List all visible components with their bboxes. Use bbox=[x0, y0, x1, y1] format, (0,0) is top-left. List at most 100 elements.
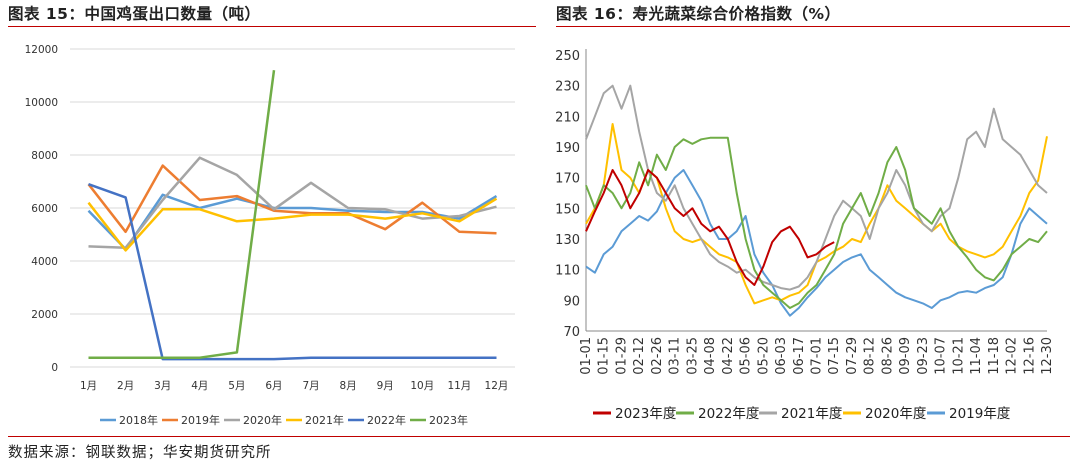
legend-item-2020: 2020年度 bbox=[843, 406, 926, 422]
series-line-2019 bbox=[87, 164, 497, 235]
y-tick-label: 150 bbox=[555, 202, 580, 217]
legend-item-2019: 2019年 bbox=[162, 413, 220, 427]
y-tick-label: 210 bbox=[555, 110, 580, 125]
right-title-rule bbox=[556, 26, 1070, 27]
x-tick-label: 07-15 bbox=[827, 337, 842, 375]
x-tick-label: 1月 bbox=[80, 380, 97, 392]
x-tick-label: 12-30 bbox=[1040, 337, 1055, 375]
legend-item-2022: 2022年度 bbox=[676, 406, 759, 422]
x-tick-label: 10-07 bbox=[934, 337, 949, 375]
y-tick-label: 6000 bbox=[31, 203, 58, 215]
series-line-2023 bbox=[585, 169, 835, 286]
x-tick-label: 12-02 bbox=[1005, 337, 1020, 375]
x-tick-label: 03-11 bbox=[668, 337, 683, 375]
legend-label: 2018年 bbox=[119, 413, 158, 427]
series-line-2021 bbox=[87, 197, 498, 252]
legend-item-2021: 2021年 bbox=[286, 413, 344, 427]
series-line-2023 bbox=[88, 70, 276, 359]
legend-label: 2021年 bbox=[305, 413, 344, 427]
x-tick-label: 7月 bbox=[302, 380, 319, 392]
footer-rule bbox=[8, 436, 1070, 437]
y-tick-label: 12000 bbox=[25, 44, 58, 56]
legend-label: 2021年度 bbox=[781, 406, 842, 422]
x-tick-label: 12月 bbox=[485, 380, 509, 392]
left-chart-title: 图表 15：中国鸡蛋出口数量（吨） bbox=[8, 5, 261, 23]
series-line-2018 bbox=[87, 193, 498, 251]
x-tick-label: 05-06 bbox=[739, 337, 754, 375]
y-tick-label: 4000 bbox=[31, 256, 58, 268]
x-axis-ticks: 01-01 01-15 01-29 02-12 02-26 03-11 03-25 04-08… bbox=[579, 337, 1055, 375]
legend-item-2022: 2022年 bbox=[348, 413, 406, 427]
legend-item-2023: 2023年 bbox=[410, 413, 468, 427]
x-tick-label: 12-16 bbox=[1022, 337, 1037, 375]
x-tick-label: 03-25 bbox=[685, 337, 700, 375]
x-tick-label: 5月 bbox=[228, 380, 245, 392]
y-tick-label: 8000 bbox=[31, 150, 58, 162]
x-tick-label: 10月 bbox=[410, 380, 434, 392]
series-line-2021 bbox=[585, 84, 1048, 291]
source-note: 数据来源：钢联数据；华安期货研究所 bbox=[8, 445, 272, 461]
y-axis-ticks: 0 2000 4000 6000 8000 10000 12000 bbox=[25, 44, 58, 374]
y-tick-label: 250 bbox=[555, 49, 580, 64]
legend-label: 2022年度 bbox=[698, 406, 759, 422]
legend-label: 2020年 bbox=[243, 413, 282, 427]
egg-export-chart: 0 2000 4000 6000 8000 10000 12000 1月 2月 3月 4月 5月 6月… bbox=[25, 44, 515, 427]
y-tick-label: 190 bbox=[555, 141, 580, 156]
x-tick-label: 08-12 bbox=[863, 337, 878, 375]
x-tick-label: 11-18 bbox=[987, 337, 1002, 375]
legend-label: 2023年 bbox=[429, 413, 468, 427]
legend-item-2020: 2020年 bbox=[224, 413, 282, 427]
y-tick-label: 110 bbox=[555, 264, 580, 279]
axes bbox=[585, 49, 1047, 332]
x-tick-label: 02-12 bbox=[632, 337, 647, 375]
legend-label: 2023年度 bbox=[615, 406, 676, 422]
series-line-2020 bbox=[88, 156, 497, 250]
y-tick-label: 2000 bbox=[31, 309, 58, 321]
legend: 2023年度 2022年度 2021年度 2020年度 2019年度 bbox=[593, 406, 1010, 422]
x-tick-label: 01-15 bbox=[597, 337, 612, 375]
x-tick-label: 04-08 bbox=[703, 337, 718, 375]
legend: 2018年 2019年 2020年 2021年 2022年 2023年 bbox=[100, 413, 468, 427]
x-tick-label: 08-26 bbox=[880, 337, 895, 375]
y-axis-ticks: 70 90 110 130 150 170 190 210 230 250 bbox=[555, 49, 580, 340]
x-tick-label: 07-01 bbox=[810, 337, 825, 375]
grid-lines bbox=[70, 48, 515, 368]
x-tick-label: 6月 bbox=[265, 380, 282, 392]
x-tick-label: 9月 bbox=[377, 380, 394, 392]
x-tick-label: 06-17 bbox=[792, 337, 807, 375]
legend-item-2023: 2023年度 bbox=[593, 406, 676, 422]
x-tick-label: 01-29 bbox=[614, 337, 629, 375]
x-tick-label: 09-23 bbox=[916, 337, 931, 375]
x-tick-label: 05-20 bbox=[756, 337, 771, 375]
right-chart-title: 图表 16：寿光蔬菜综合价格指数（%） bbox=[556, 5, 841, 23]
x-tick-label: 04-22 bbox=[721, 337, 736, 375]
series-line-2019 bbox=[585, 169, 1048, 317]
y-tick-label: 170 bbox=[555, 172, 580, 187]
y-tick-label: 10000 bbox=[25, 97, 58, 109]
x-axis-ticks: 1月 2月 3月 4月 5月 6月 7月 8月 9月 10月 11月 12月 bbox=[80, 380, 508, 392]
legend-label: 2019年度 bbox=[949, 406, 1010, 422]
series-line-2022 bbox=[88, 183, 497, 361]
x-tick-label: 07-29 bbox=[845, 337, 860, 375]
y-tick-label: 130 bbox=[555, 233, 580, 248]
left-title-rule bbox=[8, 26, 536, 27]
x-tick-label: 8月 bbox=[340, 380, 357, 392]
x-tick-label: 11-04 bbox=[969, 337, 984, 375]
x-tick-label: 3月 bbox=[154, 380, 171, 392]
legend-label: 2019年 bbox=[181, 413, 220, 427]
y-tick-label: 0 bbox=[51, 362, 58, 374]
series-lines bbox=[585, 84, 1048, 317]
y-tick-label: 230 bbox=[555, 80, 580, 95]
series-line-2022 bbox=[585, 136, 1048, 309]
x-tick-label: 09-09 bbox=[898, 337, 913, 375]
legend-label: 2020年度 bbox=[865, 406, 926, 422]
legend-item-2021: 2021年度 bbox=[759, 406, 842, 422]
legend-label: 2022年 bbox=[367, 413, 406, 427]
x-tick-label: 02-26 bbox=[650, 337, 665, 375]
series-lines bbox=[87, 70, 498, 361]
x-tick-label: 01-01 bbox=[579, 337, 594, 375]
y-tick-label: 90 bbox=[563, 294, 580, 309]
x-tick-label: 10-21 bbox=[951, 337, 966, 375]
x-tick-label: 4月 bbox=[191, 380, 208, 392]
